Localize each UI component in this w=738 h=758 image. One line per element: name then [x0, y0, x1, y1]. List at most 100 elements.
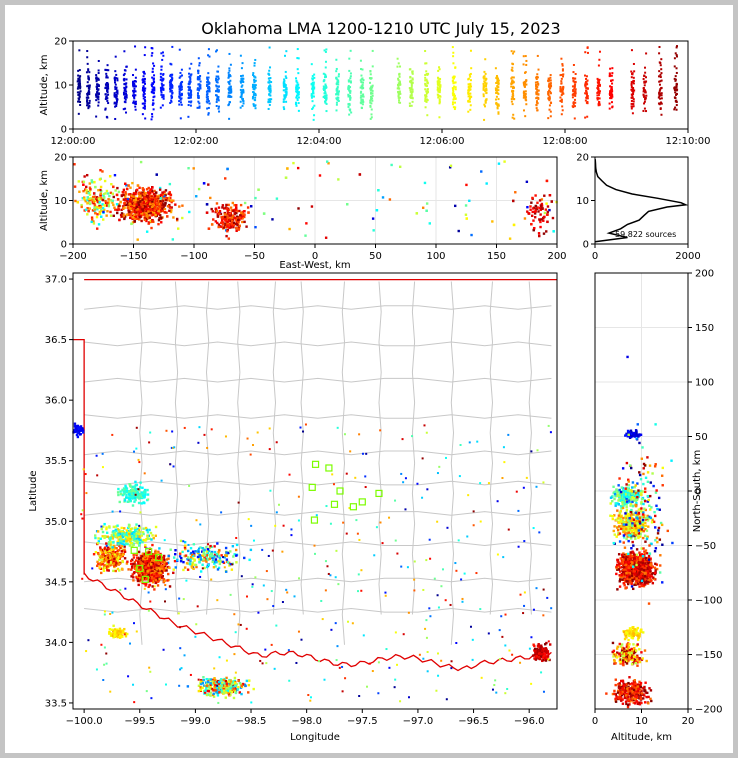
source-point [370, 102, 373, 105]
source-point [162, 94, 165, 97]
source-point [608, 107, 611, 110]
source-point [157, 212, 160, 215]
source-point [349, 81, 352, 84]
source-point [149, 569, 153, 572]
source-point [122, 207, 125, 211]
source-point [131, 181, 134, 185]
source-point [132, 534, 136, 537]
source-point [324, 87, 327, 90]
source-point [148, 216, 151, 219]
source-point [514, 191, 517, 194]
source-point [144, 526, 148, 530]
source-point [561, 68, 564, 71]
source-point [123, 215, 127, 218]
source-point [560, 100, 563, 103]
source-point [109, 551, 113, 554]
source-point [227, 219, 231, 222]
source-point [361, 81, 364, 84]
source-point [130, 222, 133, 226]
source-point [171, 45, 174, 48]
source-point [103, 564, 106, 567]
source-point [178, 103, 181, 106]
source-point [643, 102, 646, 105]
source-point [497, 92, 500, 95]
source-point [295, 96, 298, 99]
source-point [132, 199, 136, 202]
source-point [140, 502, 143, 505]
source-point [206, 92, 209, 95]
source-point [150, 47, 153, 50]
source-point [464, 204, 468, 207]
source-point [452, 89, 455, 92]
source-point [141, 78, 144, 81]
source-point [126, 560, 129, 563]
source-point [143, 98, 146, 101]
source-point [131, 573, 134, 576]
source-point [114, 535, 117, 538]
source-point [98, 200, 101, 204]
source-point [155, 554, 158, 557]
source-point [142, 85, 145, 88]
source-point [452, 98, 455, 101]
source-point [675, 54, 678, 57]
source-point [118, 552, 121, 556]
source-point [409, 75, 412, 78]
county-boundary [139, 281, 143, 645]
source-point [136, 534, 140, 538]
source-point [78, 94, 81, 97]
source-point [79, 75, 82, 78]
plan-view-panel: −100.0 −99.5 −99.0 −98.5 −98.0 −97.5 −97.0 −96.… [28, 272, 558, 743]
source-point [95, 78, 98, 81]
source-point [536, 81, 539, 84]
source-point [152, 86, 155, 89]
source-point [148, 571, 152, 574]
source-point [561, 90, 564, 93]
source-point [108, 525, 111, 528]
source-point [142, 566, 145, 570]
source-point [124, 542, 128, 546]
source-point [548, 95, 551, 98]
source-point [426, 91, 429, 94]
source-point [495, 82, 498, 85]
source-point [454, 66, 457, 69]
source-point [468, 95, 471, 98]
source-point [452, 90, 455, 93]
source-point [227, 95, 230, 98]
source-point [608, 73, 611, 76]
source-point [141, 563, 144, 566]
source-point [242, 100, 245, 103]
source-point [100, 571, 103, 575]
source-point [114, 105, 117, 108]
source-point [253, 104, 256, 107]
source-point [494, 98, 497, 101]
source-point [134, 105, 137, 108]
source-point [121, 554, 124, 558]
source-point [436, 86, 439, 89]
source-point [297, 86, 300, 89]
source-point [133, 570, 136, 574]
source-point [482, 93, 485, 96]
source-point [160, 193, 163, 197]
source-point [495, 95, 498, 98]
source-point [140, 575, 143, 578]
source-point [573, 87, 576, 90]
source-point [361, 77, 364, 80]
source-point [225, 203, 228, 207]
source-point [131, 214, 134, 218]
source-point [438, 85, 441, 88]
source-point [128, 198, 132, 202]
source-point [155, 572, 158, 575]
source-point [95, 115, 98, 118]
source-point [512, 80, 515, 83]
source-point [137, 501, 141, 505]
source-point [216, 221, 219, 225]
source-point [142, 75, 145, 78]
source-point [205, 203, 209, 206]
source-point [286, 167, 289, 170]
source-point [104, 554, 107, 558]
source-point [409, 94, 412, 97]
source-point [491, 220, 494, 223]
source-point [408, 87, 411, 90]
source-point [243, 210, 246, 213]
source-point [140, 219, 143, 223]
